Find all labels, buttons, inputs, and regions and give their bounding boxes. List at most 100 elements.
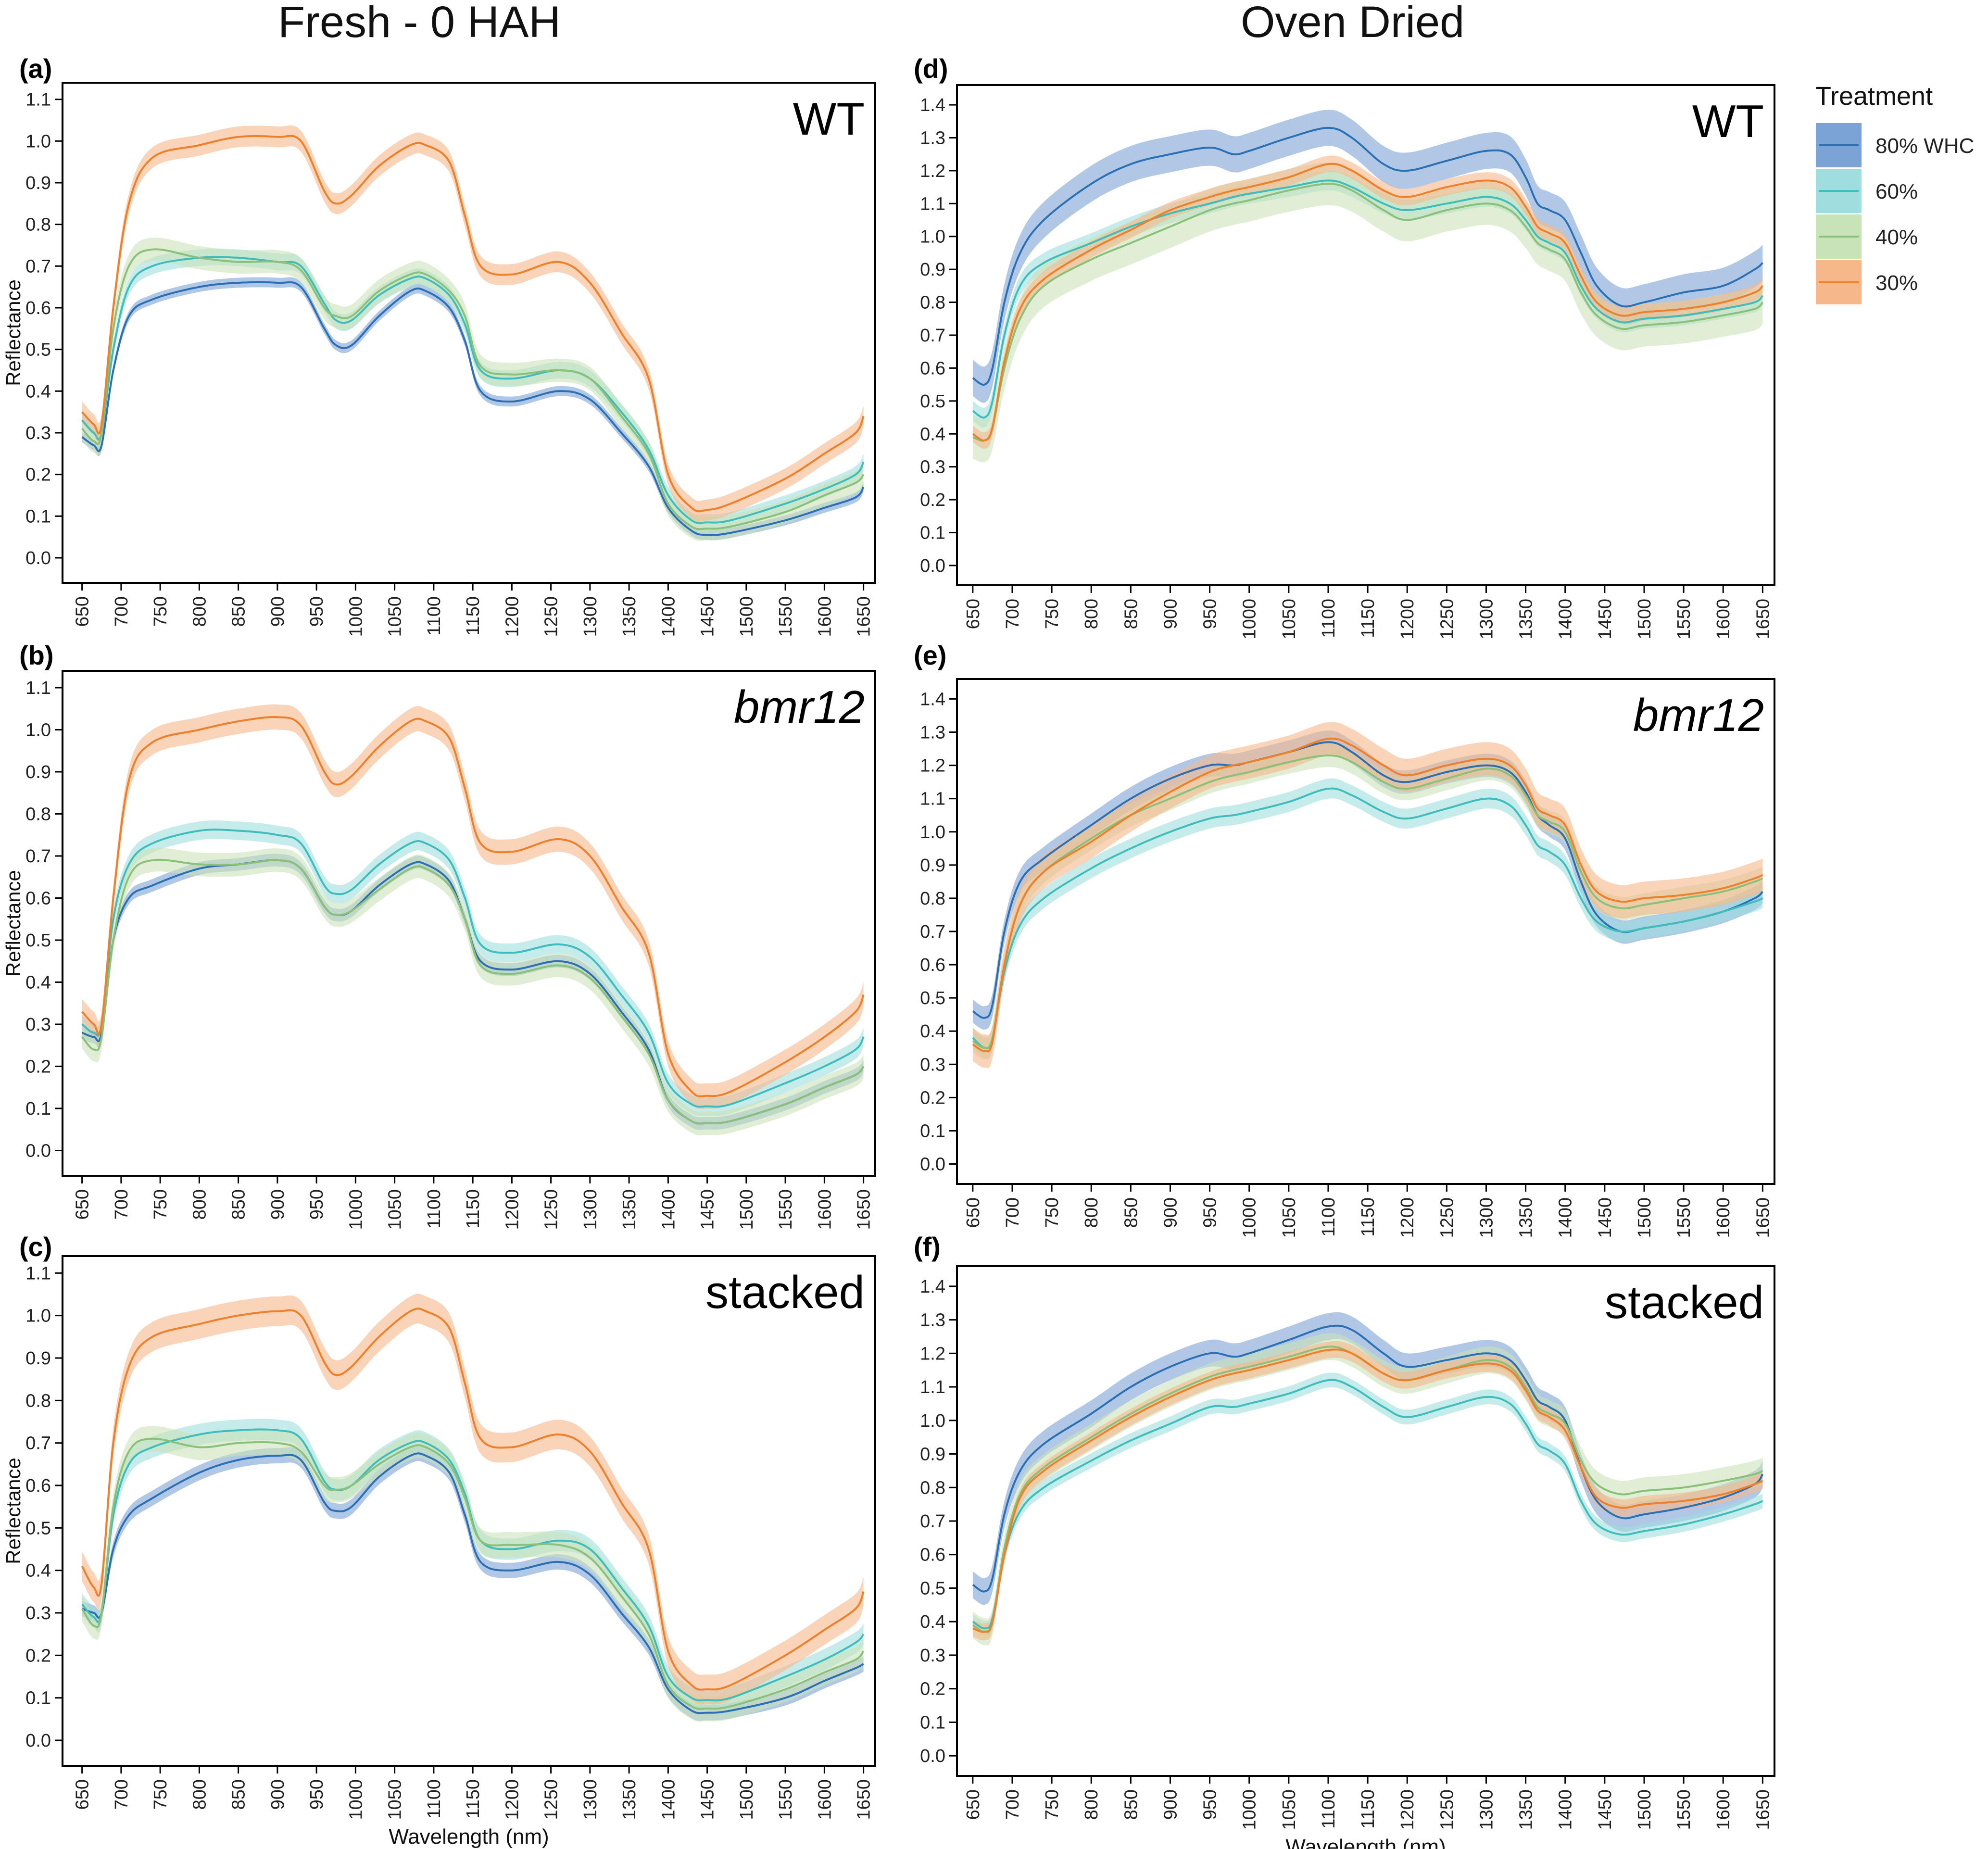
legend-label: 60% — [1875, 180, 1918, 203]
x-tick-label: 900 — [268, 1189, 288, 1220]
y-tick-label: 1.1 — [920, 789, 945, 809]
x-tick-label: 1650 — [854, 1779, 874, 1820]
panel-f: 0.0 0.1 0.2 0.3 0.4 0.5 0.6 0.7 0.8 0.9 1.0 1.1 1.2 1… — [920, 1265, 1775, 1849]
x-tick-label: 1200 — [502, 1779, 522, 1820]
series-line-d-2 — [972, 183, 1763, 442]
band-e-3 — [972, 722, 1763, 1069]
series-line-c-0 — [81, 1452, 864, 1714]
y-tick-label: 0.2 — [920, 1679, 945, 1699]
series-line-a-3 — [81, 135, 865, 513]
x-tick-label: 1000 — [346, 1779, 366, 1820]
x-tick-label: 700 — [1003, 1197, 1023, 1228]
right-column-title: Oven Dried — [1241, 0, 1465, 47]
band-c-2 — [82, 1426, 864, 1722]
x-tick-label: 850 — [1121, 1197, 1141, 1228]
y-tick-label: 0.0 — [920, 1155, 945, 1175]
lines — [972, 737, 1763, 1053]
x-tick-label: 650 — [73, 596, 93, 627]
y-tick-label: 0.2 — [920, 490, 945, 510]
y-tick-label: 1.4 — [920, 689, 945, 709]
x-tick-label: 800 — [189, 1189, 210, 1220]
x-tick-label: 1200 — [502, 1189, 522, 1230]
y-tick-label: 0.4 — [920, 424, 945, 444]
x-tick-label: 1050 — [1279, 599, 1299, 640]
x-tick-label: 1050 — [1279, 1197, 1299, 1238]
y-tick-label: 0.0 — [920, 1746, 945, 1766]
x-tick-label: 1650 — [1753, 1789, 1773, 1830]
legend-title: Treatment — [1815, 82, 1933, 111]
y-tick-label: 0.5 — [920, 391, 945, 412]
band-e-1 — [972, 778, 1763, 1058]
x-tick-label: 1400 — [1556, 1789, 1576, 1830]
y-axis-label: Reflectance — [2, 279, 25, 386]
x-tick-label: 1550 — [1674, 1197, 1694, 1238]
band-b-2 — [82, 848, 864, 1135]
x-tick-label: 1550 — [1674, 1789, 1694, 1830]
y-tick-label: 0.8 — [25, 805, 51, 825]
x-tick-label: 1300 — [580, 1779, 601, 1820]
x-tick-label: 1400 — [658, 1779, 679, 1820]
y-tick-label: 1.3 — [920, 723, 945, 743]
y-tick-label: 1.0 — [25, 131, 51, 151]
x-tick-label: 800 — [1082, 1197, 1102, 1228]
panel-a: 0.0 0.1 0.2 0.3 0.4 0.5 0.6 0.7 0.8 0.9 1.0 1.1 650 7… — [2, 82, 876, 637]
panel-title-a: WT — [793, 93, 865, 145]
x-tick-label: 1600 — [815, 1189, 835, 1230]
x-tick-label: 1250 — [541, 1779, 562, 1820]
x-tick-label: 1350 — [1516, 599, 1536, 640]
series-line-f-3 — [972, 1348, 1763, 1633]
panel-title-d: WT — [1692, 96, 1764, 147]
plot-frame-c — [62, 1255, 876, 1767]
x-tick-label: 1450 — [1595, 599, 1615, 640]
x-tick-label: 1550 — [776, 596, 796, 637]
x-tick-label: 1400 — [1556, 1197, 1576, 1238]
x-tick-label: 1450 — [1595, 1789, 1615, 1830]
x-tick-label: 1600 — [815, 1779, 835, 1820]
plot-frame-a — [62, 82, 876, 584]
x-tick-label: 800 — [189, 596, 210, 627]
band-a-3 — [82, 125, 864, 522]
y-tick-label: 0.3 — [920, 457, 945, 478]
series-line-f-0 — [972, 1324, 1764, 1593]
x-tick-label: 1600 — [1713, 599, 1734, 640]
x-tick-label: 1050 — [385, 596, 405, 637]
bands — [972, 722, 1763, 1069]
panel-title-e: bmr12 — [1633, 690, 1764, 741]
x-tick-label: 800 — [1082, 1789, 1102, 1820]
x-tick-label: 750 — [151, 1779, 171, 1810]
bands — [82, 125, 864, 541]
y-tick-label: 0.7 — [920, 922, 945, 942]
x-tick-label: 1500 — [1635, 1197, 1655, 1238]
series-line-b-2 — [81, 858, 865, 1125]
x-tick-label: 1500 — [1635, 599, 1655, 640]
x-tick-label: 1600 — [1713, 1197, 1734, 1238]
y-tick-label: 0.9 — [920, 855, 945, 876]
y-tick-label: 0.1 — [25, 1688, 51, 1709]
legend-item: 80% WHC — [1816, 123, 1974, 167]
x-tick-label: 1050 — [385, 1779, 405, 1820]
x-tick-label: 1300 — [1476, 1197, 1497, 1238]
y-tick-label: 0.5 — [920, 988, 945, 1008]
y-tick-label: 0.7 — [25, 256, 51, 277]
y-tick-label: 0.6 — [25, 298, 51, 318]
x-tick-label: 650 — [73, 1189, 93, 1220]
y-tick-label: 1.0 — [25, 720, 51, 741]
x-tick-label: 700 — [112, 596, 132, 627]
x-tick-label: 1400 — [1556, 599, 1576, 640]
y-tick-label: 0.1 — [25, 1099, 51, 1119]
x-tick-label: 1350 — [1516, 1789, 1536, 1830]
y-tick-label: 0.4 — [25, 381, 51, 402]
bands — [972, 1312, 1763, 1646]
x-tick-label: 900 — [1160, 1197, 1181, 1228]
x-tick-label: 1000 — [1240, 1789, 1260, 1830]
x-tick-label: 850 — [1121, 1789, 1141, 1820]
x-tick-label: 850 — [229, 1779, 249, 1810]
x-tick-label: 700 — [1003, 1789, 1023, 1820]
band-d-2 — [972, 162, 1763, 463]
x-tick-label: 950 — [307, 1189, 327, 1220]
x-tick-label: 750 — [1042, 599, 1062, 629]
x-tick-label: 1000 — [1240, 599, 1260, 640]
y-tick-label: 1.1 — [920, 1377, 945, 1397]
y-tick-label: 1.0 — [920, 1411, 945, 1431]
x-tick-label: 1150 — [463, 1779, 483, 1819]
